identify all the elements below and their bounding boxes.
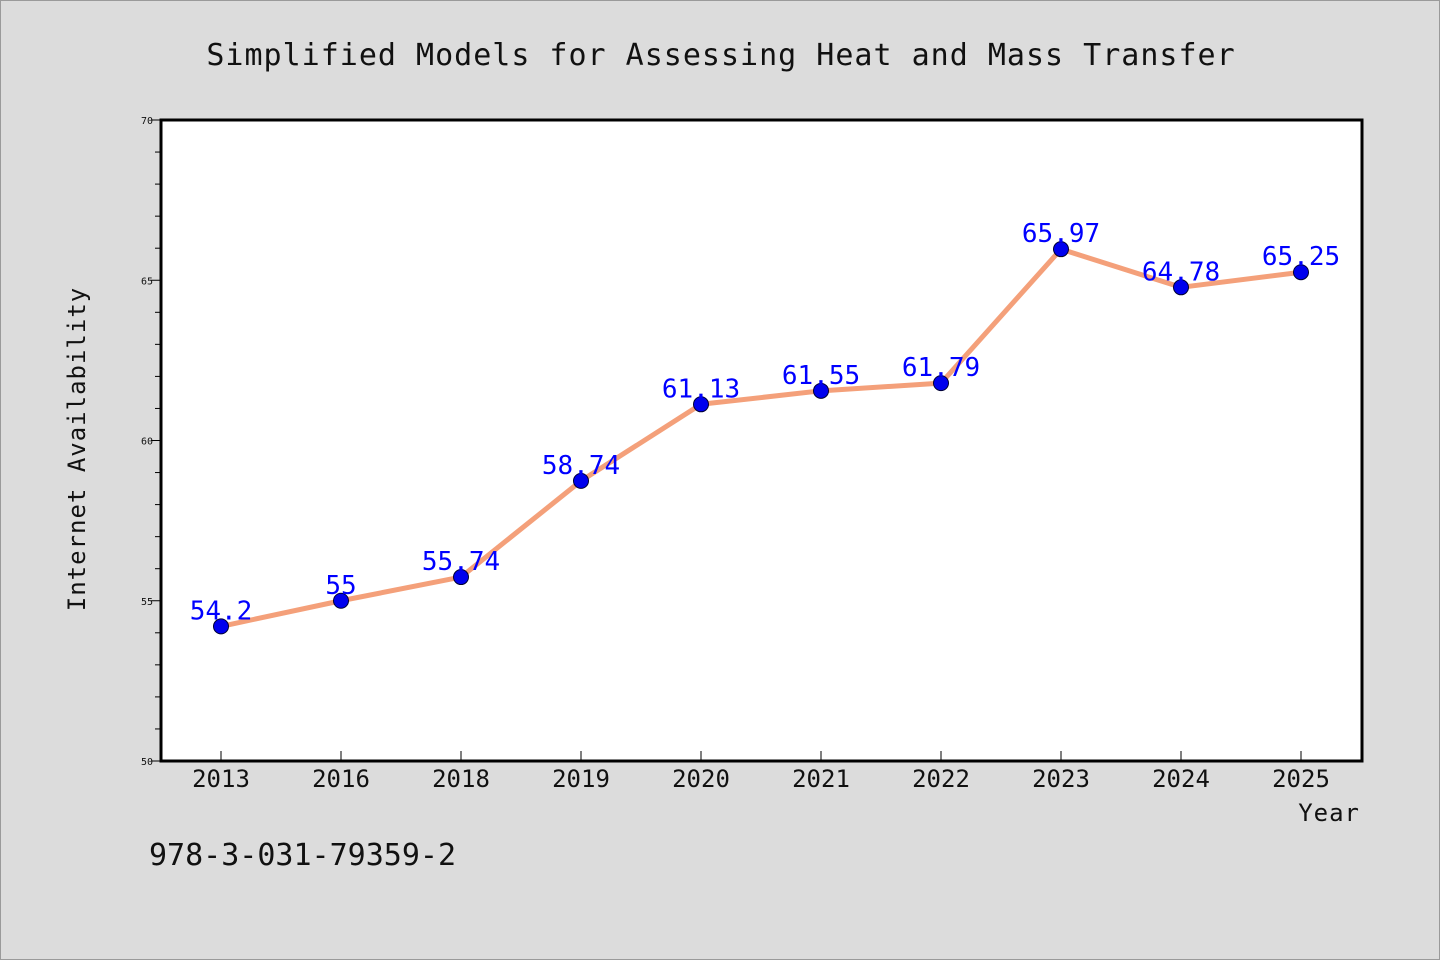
x-tick-label: 2020 bbox=[672, 765, 730, 793]
x-tick-label: 2018 bbox=[432, 765, 490, 793]
data-label: 58.74 bbox=[542, 451, 620, 481]
data-label: 65.97 bbox=[1022, 219, 1100, 249]
x-tick-label: 2024 bbox=[1152, 765, 1210, 793]
x-tick-label: 2025 bbox=[1272, 765, 1330, 793]
y-axis: 50 55 60 65 70 bbox=[141, 116, 161, 768]
x-tick-label: 2023 bbox=[1032, 765, 1090, 793]
x-tick-label: 2022 bbox=[912, 765, 970, 793]
data-label: 54.2 bbox=[190, 596, 253, 626]
x-tick-label: 2019 bbox=[552, 765, 610, 793]
data-label: 61.79 bbox=[902, 353, 980, 383]
data-label: 65.25 bbox=[1262, 242, 1340, 272]
y-axis-label: Internet Availability bbox=[63, 287, 91, 611]
x-tick-label: 2021 bbox=[792, 765, 850, 793]
x-axis-label: Year bbox=[1298, 799, 1360, 827]
data-label: 61.55 bbox=[782, 361, 860, 391]
y-tick-label: 60 bbox=[141, 437, 153, 448]
x-tick-label: 2013 bbox=[192, 765, 250, 793]
y-tick-label: 65 bbox=[141, 276, 153, 287]
data-label: 61.13 bbox=[662, 374, 740, 404]
y-tick-label: 55 bbox=[141, 597, 153, 608]
data-label: 55.74 bbox=[422, 547, 500, 577]
chart-title: Simplified Models for Assessing Heat and… bbox=[206, 38, 1235, 73]
x-tick-label: 2016 bbox=[312, 765, 370, 793]
y-tick-label: 70 bbox=[141, 116, 153, 127]
data-label: 55 bbox=[325, 571, 356, 601]
y-tick-label: 50 bbox=[141, 757, 153, 768]
data-label: 64.78 bbox=[1142, 257, 1220, 287]
isbn-text: 978-3-031-79359-2 bbox=[149, 838, 456, 873]
plot-area bbox=[161, 120, 1362, 761]
